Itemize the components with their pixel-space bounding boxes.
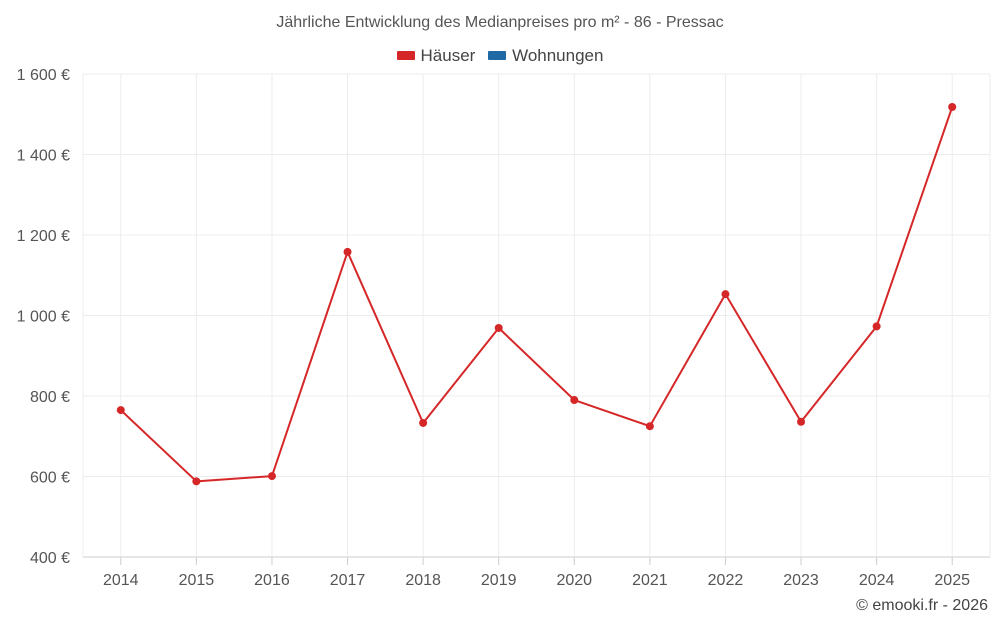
legend-label-wohnungen: Wohnungen <box>512 45 604 65</box>
y-tick-label: 600 € <box>30 470 70 487</box>
copyright-credit: © emooki.fr - 2026 <box>856 597 988 614</box>
x-tick-label: 2014 <box>103 572 139 589</box>
y-tick-label: 1 000 € <box>17 309 70 326</box>
data-point[interactable] <box>645 422 654 431</box>
y-tick-label: 800 € <box>30 389 70 406</box>
data-point[interactable] <box>570 396 579 405</box>
x-tick-label: 2017 <box>330 572 366 589</box>
series-line-0 <box>120 106 954 483</box>
legend-label-haeuser: Häuser <box>420 45 476 65</box>
x-tick-label: 2016 <box>254 572 290 589</box>
axes: 400 € 600 € 800 € 1 000 € 1 200 € 1 400 € 1 60… <box>17 67 970 589</box>
chart-title: Jährliche Entwicklung des Medianpreises … <box>276 14 724 31</box>
data-point[interactable] <box>872 322 881 331</box>
x-tick-label: 2021 <box>632 572 668 589</box>
legend-item-haeuser[interactable]: Häuser <box>396 45 476 66</box>
y-tick-label: 1 600 € <box>17 67 70 84</box>
x-tick-label: 2015 <box>179 572 215 589</box>
x-tick-label: 2019 <box>481 572 517 589</box>
data-point[interactable] <box>948 103 957 112</box>
x-tick-label: 2018 <box>405 572 441 589</box>
data-point[interactable] <box>192 477 201 486</box>
y-tick-label: 1 400 € <box>17 148 70 165</box>
legend-swatch-haeuser <box>396 51 415 60</box>
legend-item-wohnungen[interactable]: Wohnungen <box>488 46 603 66</box>
x-tick-label: 2023 <box>783 572 819 589</box>
chart-legend: Häuser Wohnungen <box>0 45 1000 66</box>
x-tick-label: 2025 <box>934 572 970 589</box>
data-point[interactable] <box>267 472 276 481</box>
x-tick-label: 2022 <box>708 572 744 589</box>
data-point[interactable] <box>343 247 352 256</box>
legend-swatch-wohnungen <box>488 51 507 60</box>
data-point[interactable] <box>116 406 125 415</box>
data-point[interactable] <box>494 323 503 332</box>
y-tick-label: 1 200 € <box>17 228 70 245</box>
y-tick-label: 400 € <box>30 550 70 567</box>
data-point[interactable] <box>721 290 730 299</box>
data-point[interactable] <box>419 418 428 427</box>
x-tick-label: 2024 <box>859 572 895 589</box>
grid-lines <box>82 73 991 558</box>
series-layer <box>116 103 957 486</box>
x-tick-label: 2020 <box>556 572 592 589</box>
data-point[interactable] <box>797 417 806 426</box>
